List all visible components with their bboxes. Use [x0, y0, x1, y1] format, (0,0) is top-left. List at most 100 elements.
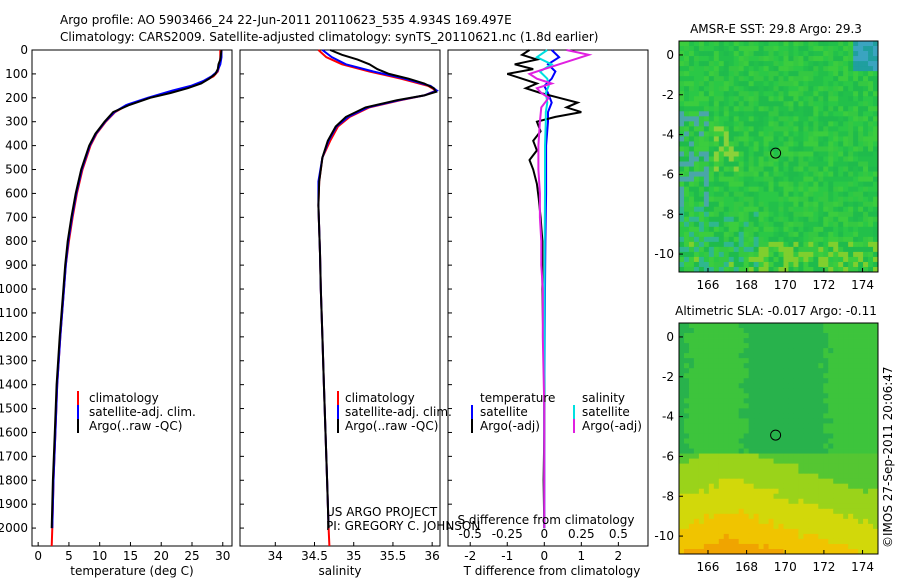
map-cell: [773, 473, 779, 480]
map-cell: [838, 261, 844, 268]
map-cell: [738, 211, 745, 218]
map-cell: [848, 46, 854, 52]
map-cell: [833, 503, 839, 510]
map-cell: [718, 363, 725, 369]
map-cell: [788, 141, 794, 147]
map-cell: [808, 508, 814, 515]
map-cell: [818, 126, 824, 132]
map-cell: [738, 423, 745, 429]
map-cell: [818, 261, 824, 268]
map-cell: [818, 46, 824, 52]
map-cell: [688, 323, 695, 329]
map-cell: [728, 266, 735, 273]
map-cell: [793, 146, 799, 152]
map-cell: [679, 438, 685, 444]
map-cell: [703, 156, 710, 162]
map-cell: [793, 508, 799, 515]
map-cell: [853, 201, 859, 208]
map-cell: [723, 533, 730, 540]
map-cell: [698, 403, 705, 409]
map-cell: [823, 408, 829, 414]
map-cell: [868, 358, 874, 364]
map-cell: [758, 358, 764, 364]
map-cell: [833, 508, 839, 515]
t-diff-tick-label: -1: [501, 549, 513, 563]
map-cell: [773, 398, 779, 404]
map-cell: [813, 206, 819, 213]
map-cell: [798, 328, 804, 334]
map-cell: [798, 256, 804, 263]
map-cell: [838, 498, 844, 505]
map-cell: [768, 166, 774, 172]
map-cell: [778, 413, 784, 419]
map-cell: [758, 423, 764, 429]
map-cell: [843, 86, 849, 92]
map-cell: [708, 333, 715, 339]
map-cell: [773, 333, 779, 339]
map-cell: [798, 121, 804, 127]
map-cell: [738, 146, 745, 152]
temperature-line-2: [50, 49, 223, 529]
map-cell: [793, 151, 799, 157]
map-cell: [768, 343, 774, 349]
map-cell: [679, 448, 685, 454]
map-cell: [828, 186, 834, 193]
map-cell: [713, 161, 720, 167]
map-cell: [853, 166, 859, 172]
map-cell: [763, 211, 769, 218]
map-cell: [793, 533, 799, 540]
map-cell: [813, 106, 819, 112]
map-cell: [688, 146, 695, 152]
map-cell: [868, 518, 874, 525]
map-cell: [803, 348, 809, 354]
map-cell: [798, 478, 804, 485]
map-cell: [783, 418, 789, 424]
map-cell: [858, 488, 864, 495]
map-cell: [728, 236, 735, 243]
map-cell: [763, 328, 769, 334]
map-cell: [718, 161, 725, 167]
project-line-2: PI: GREGORY C. JOHNSON: [326, 519, 480, 533]
map-cell: [788, 256, 794, 263]
map-cell: [873, 498, 879, 505]
map-cell: [843, 383, 849, 389]
map-cell: [683, 81, 690, 87]
map-cell: [813, 196, 819, 203]
map-cell: [818, 538, 824, 545]
map-cell: [758, 398, 764, 404]
map-cell: [803, 518, 809, 525]
map-cell: [693, 96, 700, 102]
map-cell: [783, 136, 789, 142]
map-cell: [693, 518, 700, 525]
map-cell: [803, 256, 809, 263]
map-cell: [788, 216, 794, 223]
map-cell: [803, 136, 809, 142]
map-cell: [788, 398, 794, 404]
map-cell: [723, 368, 730, 374]
map-cell: [863, 398, 869, 404]
map-cell: [788, 56, 794, 62]
map-cell: [738, 388, 745, 394]
map-cell: [773, 151, 779, 157]
map-cell: [863, 348, 869, 354]
map-cell: [873, 373, 879, 379]
map-cell: [783, 146, 789, 152]
map-cell: [718, 76, 725, 82]
map-cell: [843, 388, 849, 394]
map-cell: [803, 201, 809, 208]
map-cell: [763, 358, 769, 364]
map-cell: [803, 76, 809, 82]
map-cell: [873, 126, 879, 132]
map-cell: [848, 513, 854, 520]
map-cell: [738, 378, 745, 384]
map-cell: [803, 131, 809, 137]
map-cell: [768, 211, 774, 218]
map-cell: [828, 333, 834, 339]
map-cell: [863, 498, 869, 505]
map-cell: [708, 543, 715, 550]
map-cell: [683, 196, 690, 203]
map-cell: [863, 473, 869, 480]
map-cell: [868, 513, 874, 520]
map-cell: [693, 166, 700, 172]
